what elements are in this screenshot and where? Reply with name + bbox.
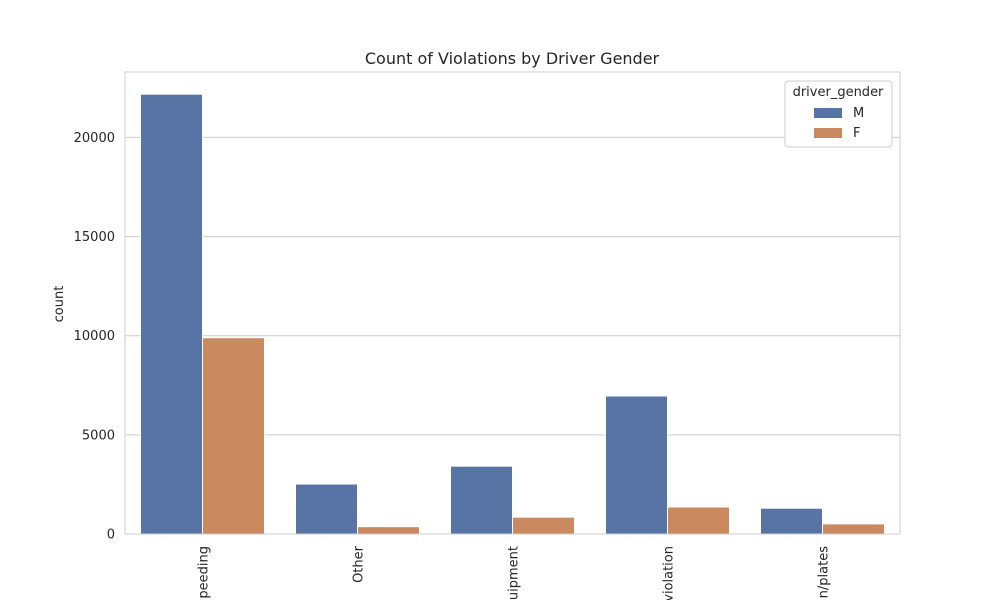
y-tick-label: 0 [107, 528, 115, 543]
bars [140, 93, 885, 535]
bar-f [667, 506, 730, 535]
bar-m [450, 465, 513, 535]
y-tick-label: 10000 [74, 329, 115, 344]
y-tick-label: 20000 [74, 131, 115, 146]
bar-m [295, 483, 358, 535]
x-tick-label: peeding [197, 546, 212, 599]
bar-f [202, 337, 265, 535]
y-tick-label: 15000 [74, 230, 115, 245]
x-tick-label: violation [662, 546, 677, 600]
legend-label-m: M [853, 106, 864, 121]
x-axis: peeding Other uipment violation n/plates [197, 545, 832, 600]
plot-frame [124, 71, 901, 535]
bar-m [140, 93, 203, 535]
chart-title: Count of Violations by Driver Gender [365, 49, 660, 68]
x-tick-label: uipment [507, 546, 522, 600]
legend: driver_gender M F [784, 80, 893, 148]
legend-label-f: F [853, 126, 860, 141]
x-tick-label: n/plates [817, 546, 832, 599]
bar-f [357, 526, 420, 535]
legend-swatch-m [814, 108, 842, 118]
bar-f [512, 516, 575, 535]
legend-swatch-f [814, 128, 842, 138]
legend-title: driver_gender [793, 85, 884, 100]
x-tick-label: Other [352, 545, 367, 583]
bar-m [605, 395, 668, 535]
bar-f [822, 523, 885, 535]
y-axis-label: count [52, 286, 67, 323]
y-tick-label: 5000 [82, 428, 115, 443]
bar-m [760, 507, 823, 535]
y-axis: 0 5000 10000 15000 20000 [74, 131, 115, 543]
